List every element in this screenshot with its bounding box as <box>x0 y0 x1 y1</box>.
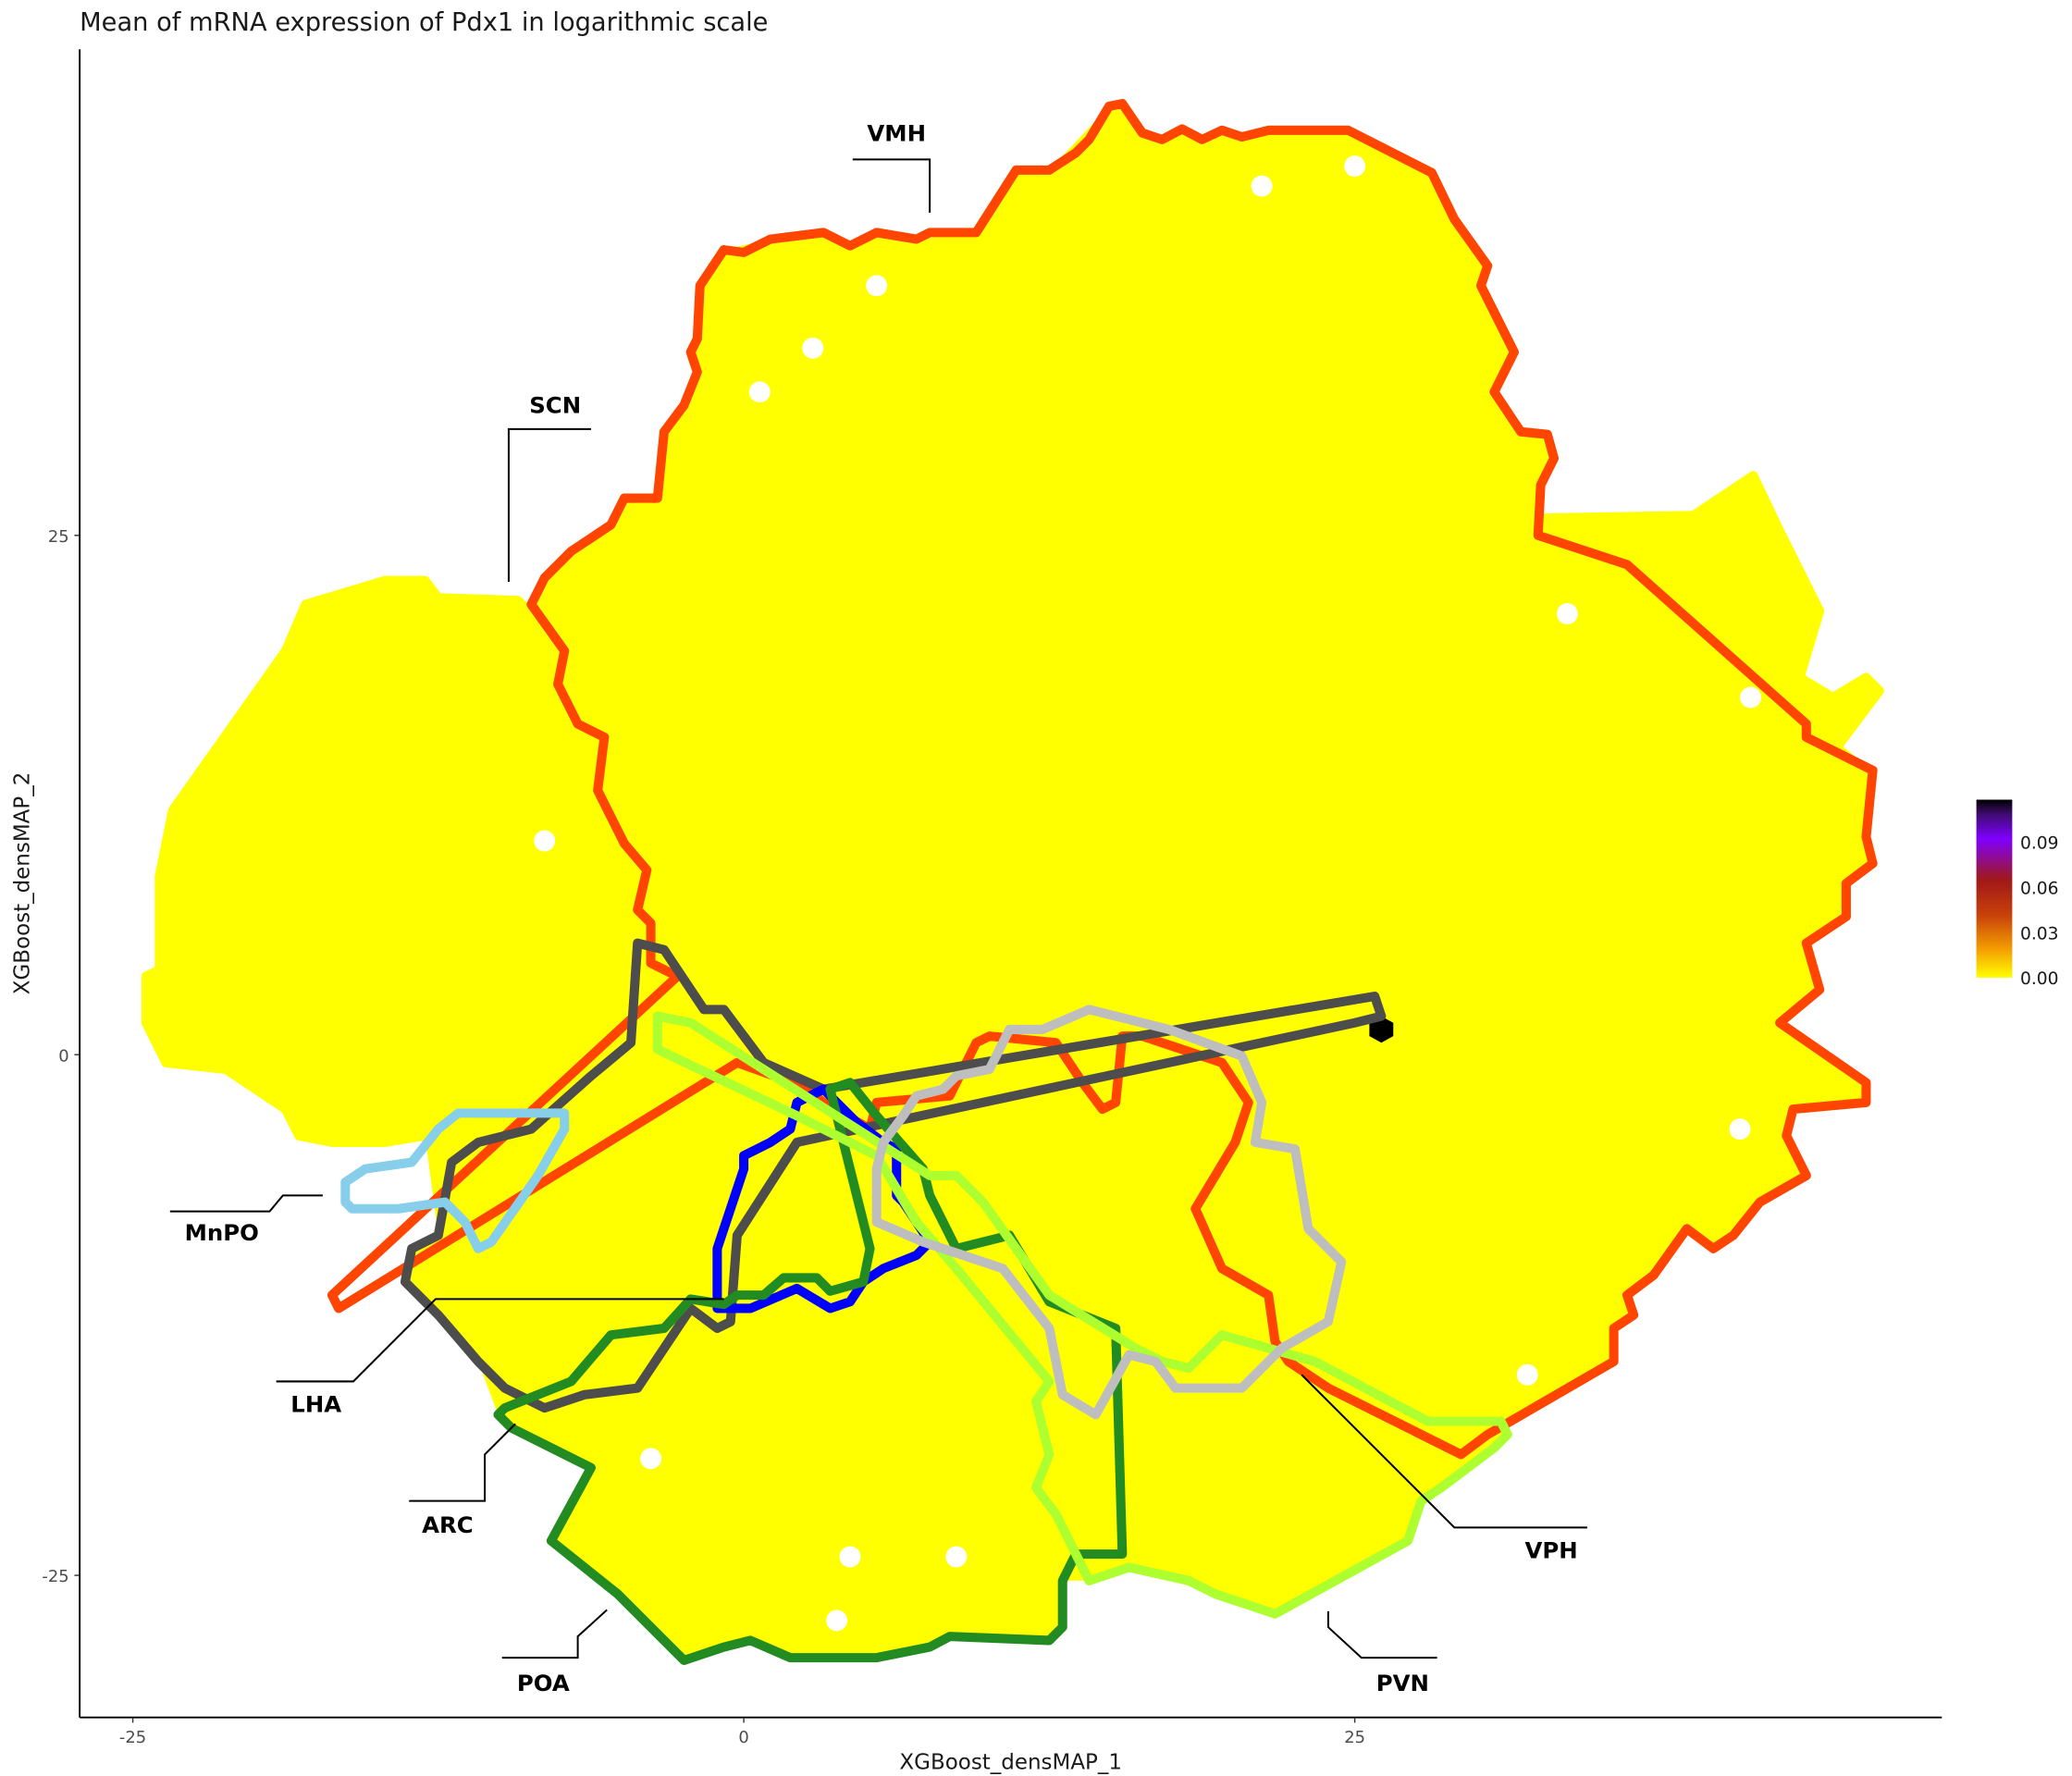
label-vph: VPH <box>1525 1536 1578 1563</box>
y-tick-label: -25 <box>42 1567 68 1586</box>
hex-fill-main <box>145 104 1880 1660</box>
empty-hex <box>826 1610 848 1632</box>
x-tick-label: -25 <box>119 1728 146 1747</box>
vph-leader <box>1301 1374 1587 1529</box>
x-tick-label: 0 <box>738 1728 748 1747</box>
colorbar-tick: 0.03 <box>2020 924 2059 944</box>
label-arc: ARC <box>422 1511 474 1538</box>
colorbar-legend: 0.09 0.06 0.03 0.00 <box>1976 799 2059 989</box>
label-mnpo: MnPO <box>185 1219 259 1246</box>
empty-hex <box>866 275 888 297</box>
arc-leader <box>409 1423 516 1502</box>
vmh-outline <box>327 99 1878 1460</box>
empty-hex <box>1740 686 1761 709</box>
poa-leader <box>501 1609 608 1659</box>
empty-hex <box>1516 1363 1538 1386</box>
scn-outline <box>141 471 1884 1147</box>
label-pvn: PVN <box>1376 1670 1429 1696</box>
empty-hex <box>1556 603 1578 624</box>
y-tick-label: 25 <box>48 527 69 547</box>
label-poa: POA <box>517 1670 570 1696</box>
empty-hex <box>1344 155 1366 178</box>
empty-hex <box>1251 175 1273 197</box>
y-axis-label: XGBoost_densMAP_2 <box>11 772 35 995</box>
max-value-hex <box>1369 1016 1394 1043</box>
colorbar <box>1976 799 2013 978</box>
y-tick-label: 0 <box>58 1046 68 1066</box>
label-vmh: VMH <box>867 119 926 146</box>
empty-hex <box>802 337 824 359</box>
empty-hex <box>839 1546 861 1568</box>
region-outlines <box>141 99 1884 1665</box>
x-tick-label: 25 <box>1344 1728 1365 1747</box>
vph-outline <box>871 1005 1347 1420</box>
label-scn: SCN <box>529 392 581 419</box>
empty-hex <box>1729 1118 1751 1141</box>
colorbar-tick: 0.06 <box>2020 879 2059 898</box>
x-axis-label: XGBoost_densMAP_1 <box>899 1751 1122 1775</box>
mnpo-outline <box>340 1108 570 1253</box>
chart-title: Mean of mRNA expression of Pdx1 in logar… <box>80 8 768 37</box>
pvn-outline <box>652 1011 1512 1619</box>
empty-hex-cells <box>534 155 1761 1632</box>
lha-leader <box>276 1298 724 1383</box>
colorbar-tick: 0.09 <box>2020 834 2059 854</box>
axes: -25 0 25 25 0 -25 XGBoost_densMAP_1 XGBo… <box>11 49 1942 1775</box>
colorbar-tick: 0.00 <box>2020 969 2059 989</box>
empty-hex <box>534 830 556 852</box>
vmh-leader <box>852 158 931 213</box>
mnpo-leader <box>169 1194 323 1213</box>
lha-outline <box>400 938 1387 1413</box>
hexbin-fill <box>145 104 1880 1660</box>
label-lha: LHA <box>290 1390 341 1417</box>
pvn-leader <box>1326 1610 1437 1659</box>
empty-hex <box>748 381 771 403</box>
region-labels: VMH SCN MnPO LHA ARC POA PVN VPH <box>169 119 1587 1696</box>
scn-leader <box>507 427 591 583</box>
empty-hex <box>945 1546 968 1568</box>
empty-hex <box>640 1448 662 1470</box>
